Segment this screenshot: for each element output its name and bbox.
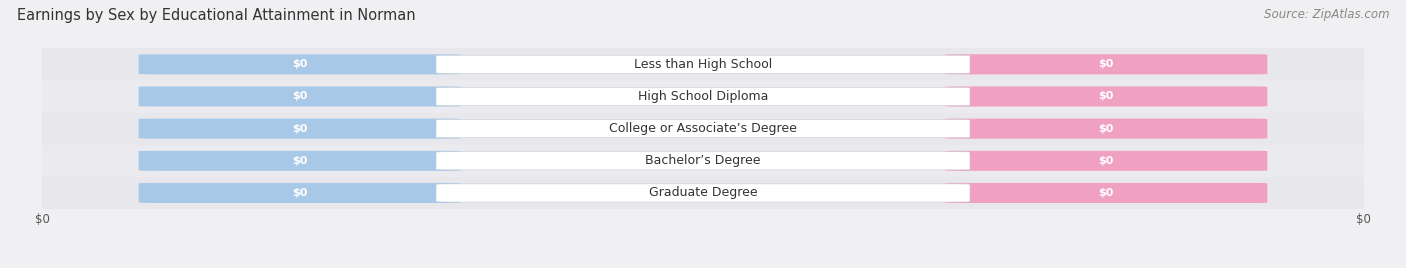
FancyBboxPatch shape bbox=[436, 152, 970, 170]
Bar bbox=[42, 145, 1364, 177]
FancyBboxPatch shape bbox=[436, 87, 970, 106]
Text: $0: $0 bbox=[1098, 124, 1114, 134]
Text: $0: $0 bbox=[292, 59, 308, 69]
Text: $0: $0 bbox=[1098, 91, 1114, 102]
Text: Less than High School: Less than High School bbox=[634, 58, 772, 71]
Text: Earnings by Sex by Educational Attainment in Norman: Earnings by Sex by Educational Attainmen… bbox=[17, 8, 416, 23]
FancyBboxPatch shape bbox=[436, 184, 970, 202]
FancyBboxPatch shape bbox=[945, 151, 1267, 171]
Legend: Male, Female: Male, Female bbox=[634, 263, 772, 268]
FancyBboxPatch shape bbox=[139, 151, 461, 171]
Text: $0: $0 bbox=[292, 91, 308, 102]
Text: College or Associate’s Degree: College or Associate’s Degree bbox=[609, 122, 797, 135]
FancyBboxPatch shape bbox=[945, 119, 1267, 139]
Text: $0: $0 bbox=[292, 188, 308, 198]
Text: Bachelor’s Degree: Bachelor’s Degree bbox=[645, 154, 761, 167]
FancyBboxPatch shape bbox=[436, 55, 970, 73]
Text: Graduate Degree: Graduate Degree bbox=[648, 187, 758, 199]
FancyBboxPatch shape bbox=[139, 183, 461, 203]
FancyBboxPatch shape bbox=[945, 54, 1267, 74]
Bar bbox=[42, 48, 1364, 80]
Bar bbox=[42, 177, 1364, 209]
Bar bbox=[42, 80, 1364, 113]
FancyBboxPatch shape bbox=[139, 119, 461, 139]
FancyBboxPatch shape bbox=[139, 54, 461, 74]
Bar bbox=[42, 113, 1364, 145]
Text: $0: $0 bbox=[292, 156, 308, 166]
FancyBboxPatch shape bbox=[139, 87, 461, 106]
FancyBboxPatch shape bbox=[945, 183, 1267, 203]
Text: Source: ZipAtlas.com: Source: ZipAtlas.com bbox=[1264, 8, 1389, 21]
Text: $0: $0 bbox=[1098, 59, 1114, 69]
Text: High School Diploma: High School Diploma bbox=[638, 90, 768, 103]
Text: $0: $0 bbox=[292, 124, 308, 134]
Text: $0: $0 bbox=[1098, 188, 1114, 198]
FancyBboxPatch shape bbox=[945, 87, 1267, 106]
FancyBboxPatch shape bbox=[436, 120, 970, 138]
Text: $0: $0 bbox=[1098, 156, 1114, 166]
